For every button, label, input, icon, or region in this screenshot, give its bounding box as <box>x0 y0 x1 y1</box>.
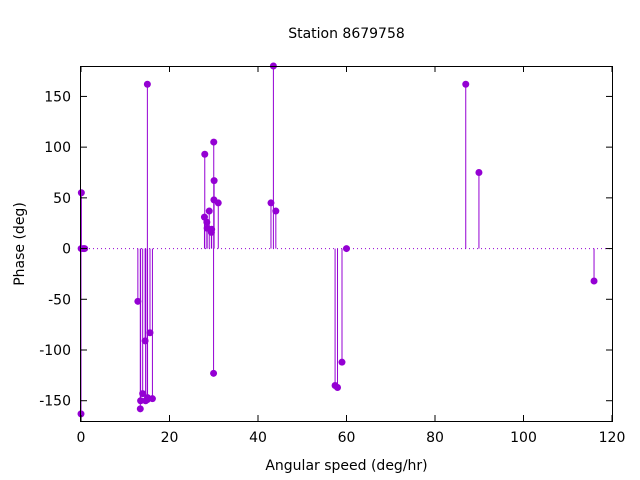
stem-point <box>214 199 222 207</box>
stem-point <box>134 297 142 305</box>
y-tick-label: 100 <box>44 140 71 156</box>
x-axis: 0 20 40 60 80 100 120 <box>77 66 626 446</box>
stem-point <box>267 199 275 207</box>
stem-point <box>203 218 211 226</box>
stem-point <box>77 189 85 197</box>
stem-point <box>338 358 346 366</box>
stem-point <box>143 80 151 88</box>
stem-point <box>475 169 483 176</box>
x-tick-label: 60 <box>338 430 356 446</box>
stem-point <box>148 395 156 403</box>
y-tick-label: 0 <box>62 242 71 258</box>
stem-point <box>462 80 470 88</box>
y-tick-label: -150 <box>39 394 71 410</box>
stem-point <box>210 138 218 146</box>
y-axis-label: Phase (deg) <box>12 202 28 286</box>
stem-point <box>343 245 350 253</box>
x-tick-label: 80 <box>426 430 444 446</box>
x-tick-label: 120 <box>599 430 626 446</box>
y-tick-label: 50 <box>53 191 71 207</box>
stem-point <box>139 390 147 398</box>
stem-point <box>136 405 144 413</box>
stem-point <box>210 177 218 185</box>
x-tick-label: 0 <box>77 430 86 446</box>
y-tick-label: -100 <box>39 343 71 359</box>
stem-point <box>272 207 280 215</box>
stem-point <box>205 207 213 215</box>
plot-frame <box>80 66 613 422</box>
x-tick-label: 40 <box>249 430 267 446</box>
stem-point <box>590 277 598 285</box>
x-tick-label: 100 <box>510 430 537 446</box>
stem-point <box>137 397 145 405</box>
stem-point <box>201 150 209 158</box>
stem-point <box>334 384 342 392</box>
stem-point <box>210 369 218 377</box>
stem-point <box>146 329 154 337</box>
x-tick-label: 20 <box>161 430 179 446</box>
y-tick-label: 150 <box>44 89 71 105</box>
y-axis: -150 -100 -50 0 50 100 150 <box>39 89 612 410</box>
x-axis-label: Angular speed (deg/hr) <box>265 458 427 474</box>
y-tick-label: -50 <box>48 292 71 308</box>
chart-title: Station 8679758 <box>288 26 405 42</box>
stems <box>77 62 598 418</box>
